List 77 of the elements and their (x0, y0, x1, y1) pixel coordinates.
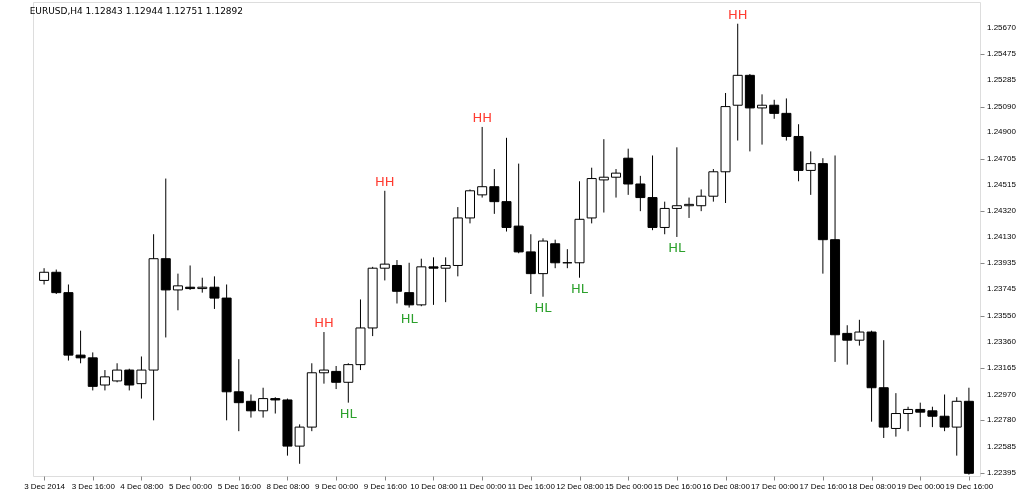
x-tick-label: 18 Dec 08:00 (848, 481, 897, 491)
candlestick (550, 239, 561, 269)
candlestick (404, 262, 415, 309)
candlestick (769, 99, 780, 120)
candlestick (318, 331, 329, 385)
x-tick-label: 8 Dec 08:00 (266, 481, 311, 491)
candlestick (51, 269, 62, 295)
y-tick-label: 1.23165 (987, 363, 1017, 373)
y-tick-label: 1.24705 (987, 153, 1017, 163)
annotation: HH (727, 6, 748, 22)
candlestick (172, 273, 183, 311)
y-tick-label: 1.25475 (987, 49, 1017, 59)
y-tick-label: 1.23550 (987, 310, 1017, 320)
candlestick (805, 150, 816, 196)
x-tick-label: 10 Dec 08:00 (410, 481, 459, 491)
annotation: HL (534, 299, 553, 315)
chart-title: EURUSD,H4 1.12843 1.12944 1.12751 1.12892 (29, 6, 244, 16)
annotation: HH (314, 315, 334, 331)
y-tick-label: 1.23935 (987, 258, 1017, 268)
x-tick-label: 17 Dec 00:00 (750, 481, 800, 491)
y-tick-label: 1.23745 (987, 284, 1017, 294)
candlestick (611, 168, 622, 199)
candlestick (428, 256, 439, 306)
candlestick (890, 392, 901, 438)
y-tick-label: 1.22585 (987, 441, 1017, 451)
candlestick (233, 358, 244, 432)
candlestick (659, 201, 670, 235)
candlestick (525, 233, 536, 295)
y-tick-label: 1.22395 (987, 467, 1017, 477)
candlestick (489, 168, 500, 215)
y-tick-label: 1.22970 (987, 389, 1017, 399)
annotation: HH (472, 109, 492, 125)
candlestick (331, 365, 342, 390)
y-tick-label: 1.25285 (987, 75, 1017, 85)
candlestick (598, 138, 609, 214)
x-tick-label: 11 Dec 00:00 (459, 481, 507, 491)
candlestick (915, 402, 926, 428)
candlestick (245, 394, 256, 419)
annotation: HL (668, 239, 687, 255)
annotation: HH (375, 173, 395, 189)
annotation: HL (571, 280, 589, 296)
x-tick-label: 4 Dec 08:00 (120, 481, 165, 491)
x-tick-label: 12 Dec 08:00 (556, 481, 605, 491)
y-tick-label: 1.23360 (987, 336, 1017, 346)
y-tick-label: 1.24130 (987, 231, 1017, 241)
x-tick-label: 3 Dec 2014 (24, 481, 66, 491)
x-tick-label: 5 Dec 16:00 (217, 481, 262, 491)
candlestick (477, 126, 488, 199)
x-tick-label: 19 Dec 00:00 (896, 481, 946, 491)
y-tick-label: 1.24900 (987, 127, 1017, 137)
candlestick (379, 190, 390, 281)
x-tick-label: 15 Dec 00:00 (604, 481, 654, 491)
candlestick (842, 324, 853, 366)
y-tick-label: 1.24320 (987, 206, 1017, 216)
candlestick (343, 362, 354, 404)
candlestick (696, 188, 707, 212)
x-tick-label: 16 Dec 08:00 (702, 481, 751, 491)
y-tick-label: 1.24515 (987, 179, 1017, 189)
candlestick (440, 256, 451, 303)
annotation: HL (400, 310, 419, 326)
x-tick-label: 5 Dec 00:00 (169, 481, 213, 491)
candlestick (671, 146, 682, 238)
annotation: HL (339, 405, 358, 421)
candlestick (99, 369, 110, 391)
candlestick (903, 406, 914, 432)
x-tick-label: 11 Dec 16:00 (507, 481, 556, 491)
y-tick-label: 1.25090 (987, 101, 1017, 111)
y-tick-label: 1.22780 (987, 415, 1017, 425)
x-tick-label: 9 Dec 16:00 (363, 481, 408, 491)
x-tick-label: 17 Dec 16:00 (799, 481, 848, 491)
x-tick-label: 15 Dec 16:00 (653, 481, 702, 491)
x-tick-label: 19 Dec 16:00 (945, 481, 994, 491)
candlestick (258, 387, 269, 419)
x-tick-label: 9 Dec 00:00 (315, 481, 359, 491)
y-tick-label: 1.25670 (987, 22, 1017, 32)
candlestick (757, 93, 768, 146)
x-tick-label: 3 Dec 16:00 (71, 481, 116, 491)
